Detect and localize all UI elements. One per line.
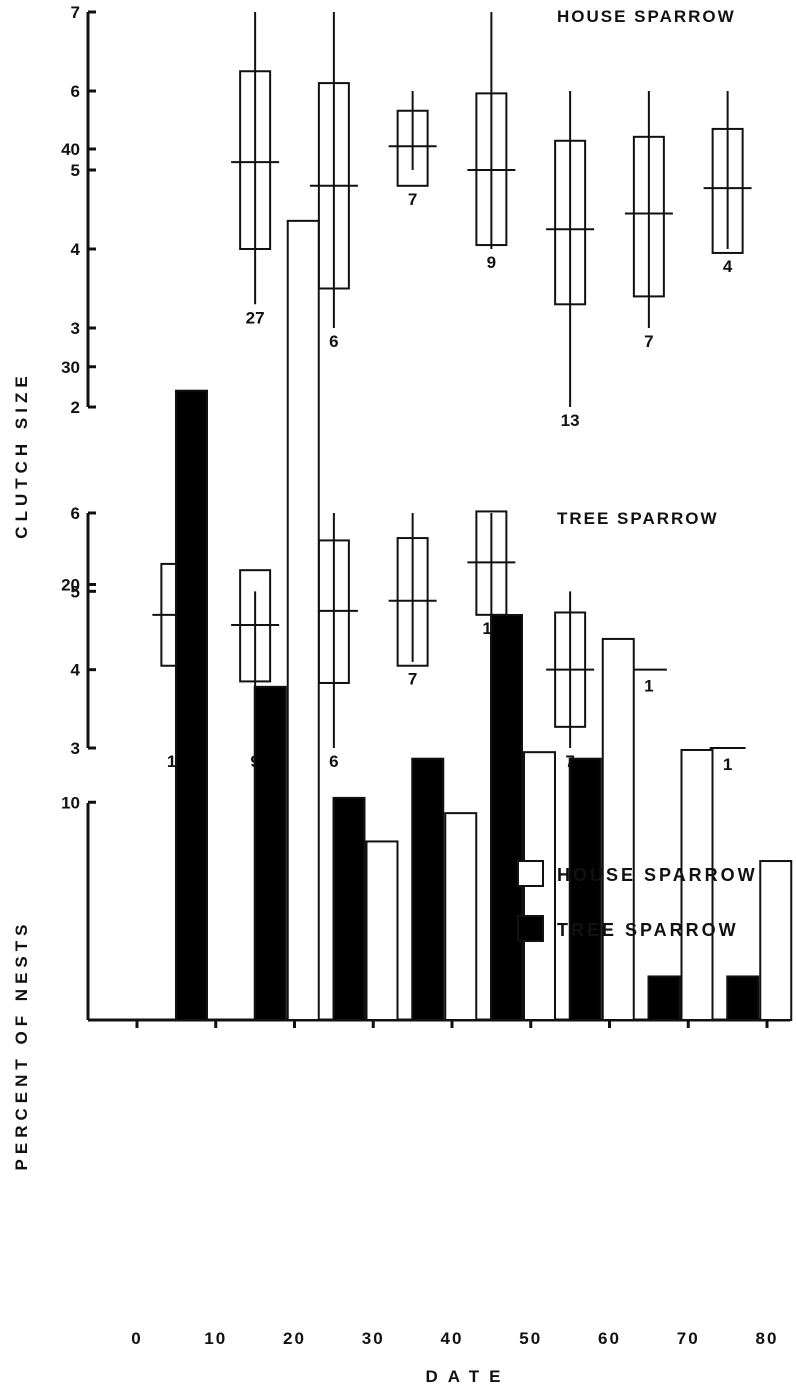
y-tick-label: 5 xyxy=(71,161,80,180)
y-tick-label: 10 xyxy=(61,793,80,812)
legend-swatch-house-sparrow xyxy=(517,860,544,887)
x-tick-label: 40 xyxy=(441,1329,464,1348)
sample-size-label: 7 xyxy=(408,670,417,689)
panel-title: TREE SPARROW xyxy=(557,509,719,528)
bar-house-sparrow xyxy=(286,219,320,1022)
x-tick-label: 10 xyxy=(204,1329,227,1348)
x-tick-label: 30 xyxy=(362,1329,385,1348)
bar-tree-sparrow xyxy=(332,796,366,1022)
y-tick-label: 3 xyxy=(71,739,80,758)
x-tick-label: 60 xyxy=(598,1329,621,1348)
legend-swatch-tree-sparrow xyxy=(517,915,544,942)
y-tick-label: 40 xyxy=(61,140,80,159)
sample-size-label: 7 xyxy=(644,332,653,351)
percent-of-nests-axis-label: PERCENT OF NESTS xyxy=(12,920,31,1171)
bar-tree-sparrow xyxy=(726,975,760,1022)
bar-tree-sparrow xyxy=(647,975,681,1022)
y-tick-label: 6 xyxy=(71,82,80,101)
sample-size-label: 27 xyxy=(246,308,265,327)
y-tick-label: 30 xyxy=(61,358,80,377)
bar-house-sparrow xyxy=(680,748,714,1021)
y-tick-label: 5 xyxy=(71,582,80,601)
y-tick-label: 7 xyxy=(71,3,80,22)
y-tick-label: 3 xyxy=(71,319,80,338)
house-sparrow-box-plot: 2 3 4 5 6 7 HOUSE SPARROW 27 6 7 9 13 7 4 xyxy=(71,3,752,430)
sd-box xyxy=(554,139,587,306)
bar-house-sparrow xyxy=(601,637,635,1021)
y-tick-label: 4 xyxy=(71,240,81,259)
x-tick-label: 0 xyxy=(131,1329,142,1348)
bar-house-sparrow xyxy=(759,860,793,1021)
clutch-size-axis-label: CLUTCH SIZE xyxy=(12,371,31,538)
sd-box xyxy=(396,537,429,667)
sample-size-label: 4 xyxy=(723,257,733,276)
nest-percent-bar-chart: 10 20 30 40 0 10 20 30 40 50 60 70 80 HOUSE SPARROW TR… xyxy=(61,140,793,1348)
bar-tree-sparrow xyxy=(253,685,287,1022)
y-tick-label: 20 xyxy=(61,576,80,595)
bar-tree-sparrow xyxy=(568,757,602,1021)
panel-title: HOUSE SPARROW xyxy=(557,7,736,26)
y-tick-label: 2 xyxy=(71,398,80,417)
bar-tree-sparrow xyxy=(175,389,208,1021)
sample-size-label: 6 xyxy=(329,752,338,771)
legend-label-tree-sparrow: TREE SPARROW xyxy=(557,920,739,940)
y-tick-label: 4 xyxy=(71,661,81,680)
bar-tree-sparrow xyxy=(490,613,523,1021)
sd-box xyxy=(396,109,429,187)
sd-box xyxy=(239,70,272,250)
x-tick-label: 50 xyxy=(519,1329,542,1348)
x-tick-label: 20 xyxy=(283,1329,306,1348)
sample-size-label: 13 xyxy=(561,411,580,430)
bar-house-sparrow xyxy=(444,812,478,1022)
bar-house-sparrow xyxy=(365,840,399,1021)
sample-size-label: 1 xyxy=(644,677,653,696)
sd-box xyxy=(632,135,665,298)
sample-size-label: 6 xyxy=(329,332,338,351)
bar-tree-sparrow xyxy=(411,757,445,1021)
legend-label-house-sparrow: HOUSE SPARROW xyxy=(557,865,758,885)
sample-size-label: 1 xyxy=(723,755,732,774)
date-axis-label: DATE xyxy=(425,1367,510,1386)
sample-size-label: 9 xyxy=(487,253,496,272)
sample-size-label: 7 xyxy=(408,190,417,209)
sd-box xyxy=(711,127,744,254)
y-tick-label: 6 xyxy=(71,504,80,523)
x-tick-label: 80 xyxy=(756,1329,779,1348)
x-tick-label: 70 xyxy=(677,1329,700,1348)
